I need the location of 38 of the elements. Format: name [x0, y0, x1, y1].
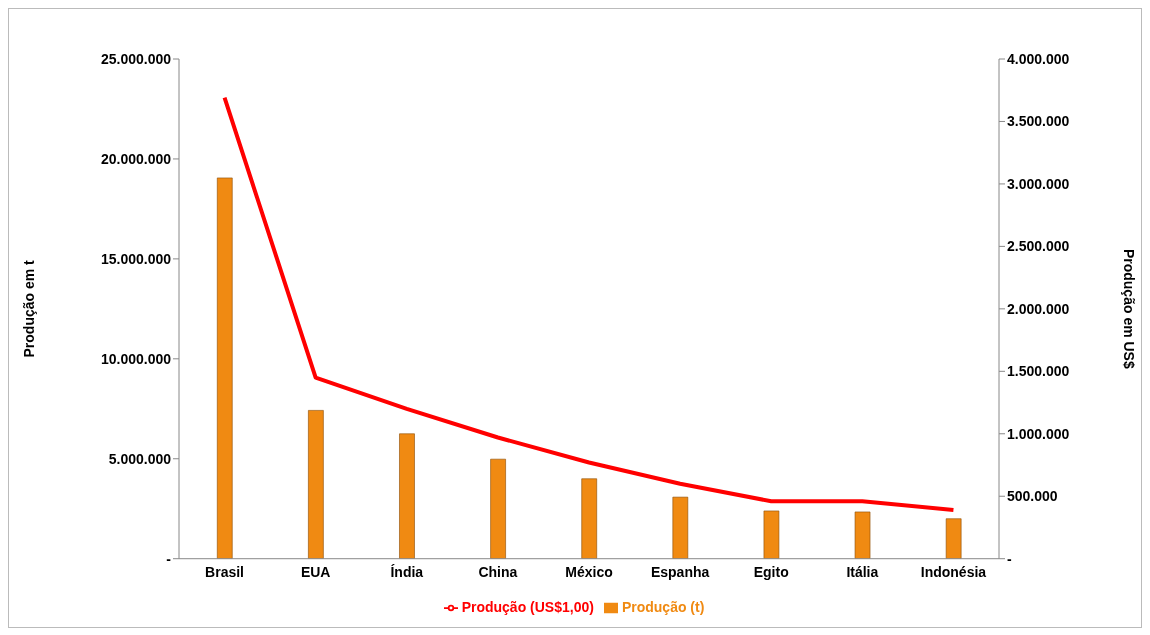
bar [399, 433, 415, 559]
bar [581, 478, 598, 559]
x-tick-label: EUA [300, 563, 331, 580]
bar [216, 177, 233, 559]
bar [308, 410, 324, 559]
y2-tick-label: 3.000.000 [1007, 175, 1070, 192]
x-tick-label: México [565, 563, 613, 580]
x-tick-label: Indonésia [920, 563, 987, 580]
y2-tick-label: 2.000.000 [1007, 300, 1070, 317]
y-tick-label: 25.000.000 [100, 50, 172, 67]
y2-tick-label: - [1007, 550, 1012, 567]
y2-tick-label: 3.500.000 [1007, 113, 1070, 130]
y2-tick-label: 4.000.000 [1007, 50, 1070, 67]
x-tick-label: Brasil [205, 563, 245, 580]
y2-tick-label: 1.000.000 [1007, 425, 1070, 442]
y2-axis-title: Produção em US$ [1121, 248, 1138, 369]
y2-tick-label: 1.500.000 [1007, 363, 1070, 380]
bar [945, 518, 962, 559]
x-tick-label: China [478, 563, 518, 580]
x-tick-label: Egito [753, 563, 789, 580]
y-tick-label: 5.000.000 [108, 450, 172, 467]
bar [763, 510, 780, 559]
line-series [222, 95, 956, 512]
y-tick-label: 10.000.000 [100, 350, 172, 367]
y-axis-title: Produção em t [20, 259, 37, 358]
bar [854, 511, 871, 559]
y2-tick-label: 500.000 [1007, 488, 1058, 505]
bar [672, 496, 689, 559]
legend-label: Produção (US$1,00) [461, 598, 594, 615]
bar [490, 458, 506, 559]
y-tick-label: - [166, 550, 172, 567]
x-tick-label: Itália [846, 563, 879, 580]
y2-tick-label: 2.500.000 [1007, 238, 1070, 255]
legend-label: Produção (t) [621, 598, 705, 615]
y-tick-label: 20.000.000 [100, 150, 172, 167]
y-tick-label: 15.000.000 [100, 250, 172, 267]
x-tick-label: Espanha [650, 563, 710, 580]
x-tick-label: Índia [390, 563, 424, 580]
